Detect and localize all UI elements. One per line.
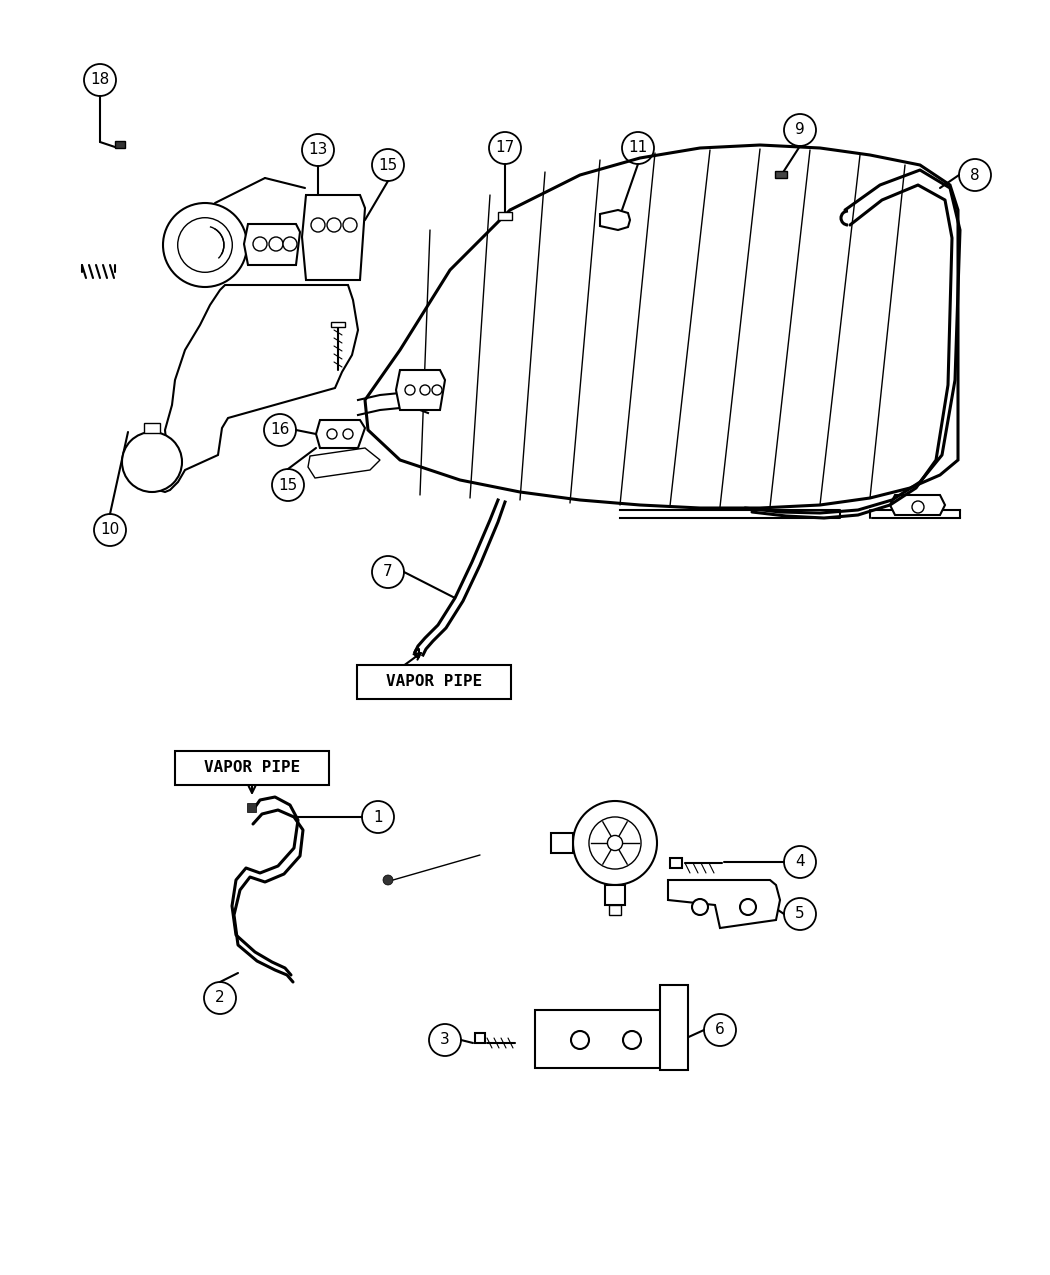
Circle shape [912,501,924,513]
Text: 6: 6 [715,1023,724,1038]
Polygon shape [244,224,300,265]
Circle shape [571,1031,589,1049]
Circle shape [405,385,415,395]
Text: 10: 10 [101,523,120,538]
Polygon shape [668,880,780,928]
Circle shape [623,1031,640,1049]
Circle shape [327,428,337,439]
Polygon shape [396,370,445,411]
Text: 8: 8 [970,167,980,182]
Bar [331,323,345,326]
Circle shape [608,835,623,850]
Circle shape [269,237,284,251]
Circle shape [692,899,708,915]
Polygon shape [890,495,945,515]
Bar [775,171,788,179]
Text: 1: 1 [373,810,383,825]
Circle shape [383,875,393,885]
Text: 17: 17 [496,140,514,156]
Circle shape [740,899,756,915]
Circle shape [122,432,182,492]
Text: 15: 15 [278,478,297,492]
Polygon shape [536,1010,680,1068]
Circle shape [163,203,247,287]
Circle shape [327,218,341,232]
Bar [247,803,256,812]
Text: VAPOR PIPE: VAPOR PIPE [386,674,482,690]
Circle shape [177,218,232,273]
Text: 7: 7 [383,565,393,580]
Circle shape [432,385,442,395]
Bar [116,142,125,148]
Bar [609,905,621,915]
Circle shape [420,385,430,395]
Polygon shape [308,448,380,478]
Circle shape [311,218,326,232]
Text: 3: 3 [440,1033,449,1048]
Circle shape [343,218,357,232]
Polygon shape [158,286,358,492]
Circle shape [589,817,642,870]
Bar [605,885,625,905]
Text: 16: 16 [270,422,290,437]
Polygon shape [316,419,365,448]
Bar [551,833,573,853]
Text: 11: 11 [628,140,648,156]
Text: 18: 18 [90,73,109,88]
Text: VAPOR PIPE: VAPOR PIPE [204,760,300,775]
Text: 4: 4 [795,854,804,870]
Text: 13: 13 [309,143,328,158]
Polygon shape [302,195,365,280]
Polygon shape [660,986,688,1070]
FancyBboxPatch shape [357,666,511,699]
Text: 9: 9 [795,122,805,138]
FancyBboxPatch shape [175,751,329,785]
Bar [475,1033,485,1043]
Text: 5: 5 [795,907,804,922]
Circle shape [253,237,267,251]
Text: 15: 15 [378,158,398,172]
Circle shape [343,428,353,439]
Circle shape [573,801,657,885]
Bar [144,423,160,434]
Bar [498,212,512,221]
Circle shape [284,237,297,251]
Polygon shape [365,145,958,507]
Polygon shape [600,210,630,229]
Bar [670,858,682,868]
Text: 2: 2 [215,991,225,1006]
